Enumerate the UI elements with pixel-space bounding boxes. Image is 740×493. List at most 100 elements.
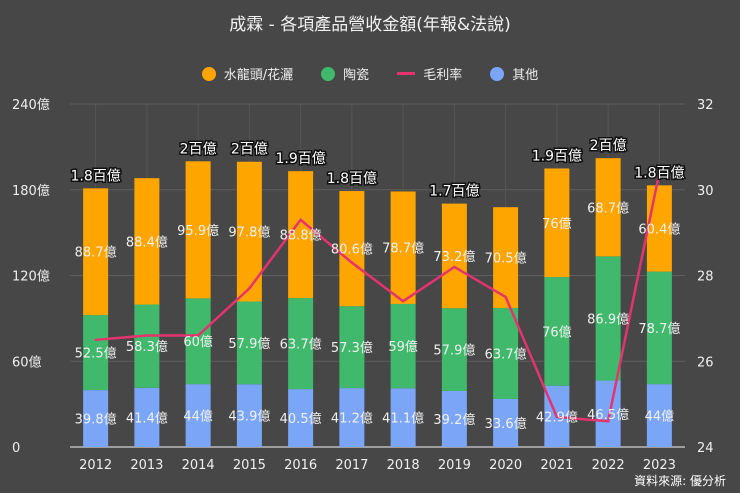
margin-point — [299, 218, 302, 221]
bar-data-label: 78.7億 — [382, 241, 424, 257]
margin-point — [606, 420, 610, 423]
bar-data-label: 97.8億 — [228, 225, 270, 241]
bar-segment — [441, 308, 467, 391]
bar-segment — [441, 390, 467, 447]
margin-point — [248, 287, 251, 290]
y-left-tick: 240億 — [12, 97, 50, 113]
bar-data-label: 57.9億 — [228, 336, 270, 352]
margin-point — [145, 334, 149, 337]
bar-segment — [185, 298, 211, 385]
bar-segment — [646, 271, 672, 385]
bar-data-label: 88.7億 — [75, 245, 117, 261]
bar-segment — [83, 188, 109, 316]
margin-point — [555, 415, 559, 419]
bar-segment — [339, 388, 365, 447]
total-label: 1.7百億 — [429, 184, 479, 200]
x-tick: 2023 — [643, 458, 676, 473]
total-label: 1.8百億 — [634, 165, 684, 181]
legend-item: 水龍頭/花灑 — [201, 64, 294, 83]
y-right-tick: 32 — [697, 98, 714, 113]
bar-data-label: 39.2億 — [433, 412, 475, 428]
bar-segment — [493, 307, 519, 399]
bar-segment — [288, 389, 314, 447]
bar-data-label: 60億 — [183, 334, 213, 350]
chart-title: 成霖 - 各項產品營收金額(年報&法說) — [229, 15, 511, 35]
bar-data-label: 39.8億 — [75, 412, 117, 428]
bar-data-label: 68.7億 — [587, 200, 629, 216]
legend-item: 陶瓷 — [321, 64, 369, 83]
bar-data-label: 57.9億 — [433, 343, 475, 359]
bar-data-label: 70.5億 — [485, 251, 527, 267]
bar-segment — [83, 390, 109, 447]
legend-label: 其他 — [512, 68, 539, 83]
bar-data-label: 76億 — [542, 324, 572, 340]
total-label: 2百億 — [231, 142, 268, 158]
bar-data-label: 95.9億 — [177, 223, 219, 239]
y-left-tick: 60億 — [12, 354, 42, 370]
total-label: 1.8百億 — [70, 168, 120, 184]
y-right-tick: 26 — [697, 355, 714, 370]
bar-data-label: 63.7億 — [485, 346, 527, 362]
legend-label: 陶瓷 — [343, 68, 370, 83]
x-tick: 2021 — [540, 458, 573, 473]
bar-segment — [236, 301, 262, 385]
y-left-tick: 120億 — [12, 269, 50, 285]
legend-label: 毛利率 — [423, 68, 463, 83]
bar-segment — [83, 315, 109, 391]
y-left-tick: 0 — [12, 441, 20, 456]
bar-segment — [595, 380, 621, 447]
bar-segment — [390, 303, 416, 389]
bar-segment — [288, 171, 314, 299]
bar-data-label: 44億 — [645, 409, 675, 425]
bar-data-label: 59億 — [388, 339, 418, 355]
bar-segment — [339, 191, 365, 307]
bar-segment — [441, 203, 467, 309]
bar-segment — [595, 256, 621, 381]
bar-data-label: 78.7億 — [638, 321, 680, 337]
bar-segment — [185, 384, 211, 447]
bar-segment — [646, 185, 672, 272]
bar-data-label: 80.6億 — [331, 242, 373, 258]
total-label: 1.9百億 — [275, 151, 325, 167]
x-tick: 2012 — [79, 458, 112, 473]
bar-segment — [185, 161, 211, 299]
total-label: 2百億 — [180, 141, 217, 157]
bar-data-label: 33.6億 — [485, 416, 527, 432]
bar-data-label: 42.9億 — [536, 409, 578, 425]
margin-point — [350, 261, 354, 264]
bar-segment — [390, 388, 416, 447]
legend-marker — [397, 72, 416, 75]
bar-segment — [288, 298, 314, 390]
bar-data-label: 40.5億 — [280, 411, 322, 427]
bar-segment — [595, 158, 621, 257]
y-right-tick: 30 — [697, 184, 714, 199]
bar-data-label: 41.1億 — [382, 411, 424, 427]
bar-segment — [646, 384, 672, 447]
x-tick: 2015 — [233, 458, 266, 473]
bar-data-label: 41.2億 — [331, 411, 373, 427]
legend-label: 水龍頭/花灑 — [223, 68, 294, 83]
bar-data-label: 76億 — [542, 216, 572, 232]
bar-data-label: 58.3億 — [126, 339, 168, 355]
bar-data-label: 63.7億 — [280, 337, 322, 353]
bar-segment — [236, 384, 262, 447]
bar-segment — [134, 387, 160, 447]
margin-point — [453, 265, 456, 269]
bar-segment — [134, 178, 160, 305]
total-label: 1.9百億 — [532, 148, 582, 164]
legend: 水龍頭/花灑 陶瓷 毛利率 其他 — [0, 64, 740, 83]
y-right-tick: 28 — [697, 270, 714, 285]
legend-item: 毛利率 — [397, 64, 462, 83]
x-tick: 2017 — [335, 458, 368, 473]
bar-data-label: 86.9億 — [587, 311, 629, 327]
bar-data-label: 52.5億 — [75, 346, 117, 362]
bar-segment — [390, 191, 416, 304]
margin-point — [94, 338, 97, 342]
x-tick: 2016 — [284, 458, 317, 473]
bar-data-label: 41.4億 — [126, 410, 168, 426]
bar-segment — [544, 168, 570, 278]
x-tick: 2020 — [489, 458, 522, 473]
bar-data-label: 44億 — [183, 409, 213, 425]
x-tick: 2014 — [182, 458, 215, 473]
